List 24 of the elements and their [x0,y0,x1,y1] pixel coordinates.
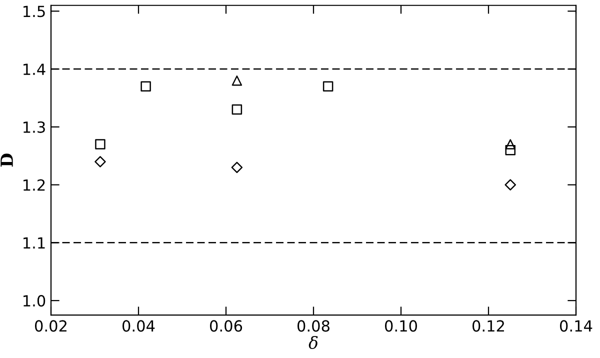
y-tick-label: 1.3 [24,121,45,133]
point [140,81,151,92]
x-tick-label: 0.04 [122,320,155,332]
y-tick-label: 1.4 [24,64,46,75]
point [94,156,106,168]
x-tick-label: 0.14 [560,320,592,332]
point [232,75,242,86]
y-tick-label: 1.5 [24,6,45,18]
y-tick-label: 1.1 [24,237,45,248]
x-tick-label: 0.02 [35,320,66,332]
x-tick-label: 0.10 [385,320,417,332]
x-axis-title: δ [308,336,318,349]
y-axis-title: D [0,154,13,167]
point [505,144,516,156]
x-tick-label: 0.06 [210,320,242,332]
x-tick-label: 0.12 [472,320,504,332]
x-tick-label: 0.08 [298,320,330,332]
point [231,162,243,174]
y-tick-label: 1.2 [24,179,45,191]
point [322,81,334,92]
point [504,179,516,190]
point [232,104,242,115]
point [95,139,106,150]
y-tick-label: 1.0 [24,295,46,307]
